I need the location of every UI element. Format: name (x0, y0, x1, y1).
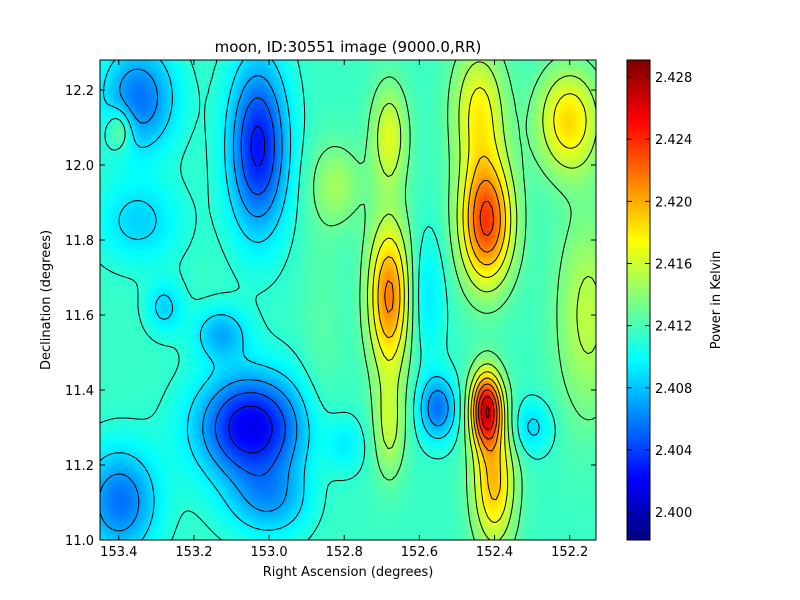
contour-level-13 (480, 395, 495, 431)
colorbar-tick-label: 2.416 (655, 257, 692, 272)
y-tick-label: 11.2 (65, 459, 94, 474)
colorbar-frame (626, 59, 651, 541)
contour-lines (100, 60, 596, 540)
colorbar-ticks: 2.400 2.404 2.408 2.412 2.416 2.420 2.424 2.428 (627, 71, 692, 521)
colorbar-tick-label: 2.408 (655, 382, 692, 397)
contour-level-14 (485, 406, 490, 419)
contour-level-9 (372, 87, 587, 523)
colorbar-tick-label: 2.412 (655, 320, 692, 335)
contour-level-6 (100, 60, 556, 540)
contour-level-7 (313, 60, 596, 540)
contour-level-11 (384, 180, 501, 452)
contour-level-4 (100, 68, 449, 532)
x-tick-label: 152.6 (401, 545, 438, 560)
y-axis-label: Declination (degrees) (39, 230, 54, 370)
chart-title: moon, ID:30551 image (9000.0,RR) (215, 38, 482, 56)
plot-frame (99, 59, 597, 541)
x-tick-label: 152.2 (551, 545, 588, 560)
y-tick-label: 11.0 (65, 534, 94, 549)
colorbar-tick-label: 2.420 (655, 195, 692, 210)
heatmap-image (100, 60, 596, 540)
x-axis-label: Right Ascension (degrees) (263, 565, 434, 580)
contour-level-5 (100, 60, 540, 540)
y-tick-label: 11.6 (65, 309, 94, 324)
colorbar: 2.400 2.404 2.408 2.412 2.416 2.420 2.424 2.428… (626, 59, 724, 541)
contour-level-10 (377, 155, 506, 501)
y-tick-label: 11.4 (65, 384, 94, 399)
colorbar-gradient (627, 60, 650, 540)
contour-level-12 (477, 200, 498, 440)
contour-level-3 (214, 97, 286, 477)
colorbar-tick-label: 2.428 (655, 71, 692, 86)
contour-level-8 (367, 61, 596, 540)
x-axis: 153.4 153.2 153.0 152.8 152.6 152.4 152.2 (100, 60, 588, 560)
colorbar-label: Power in Kelvin (709, 251, 724, 349)
y-tick-label: 11.8 (65, 234, 94, 249)
contour-level-2 (228, 126, 273, 454)
x-tick-label: 153.4 (100, 545, 137, 560)
x-tick-label: 152.4 (476, 545, 513, 560)
x-tick-label: 153.2 (175, 545, 212, 560)
plot-area (99, 59, 597, 541)
x-tick-label: 152.8 (326, 545, 363, 560)
y-tick-label: 12.0 (65, 159, 94, 174)
colorbar-tick-label: 2.424 (655, 133, 692, 148)
y-tick-label: 12.2 (65, 84, 94, 99)
colorbar-tick-label: 2.404 (655, 444, 692, 459)
x-tick-label: 153.0 (250, 545, 287, 560)
y-axis: 11.0 11.2 11.4 11.6 11.8 12.0 12.2 (65, 84, 596, 549)
colorbar-tick-label: 2.400 (655, 506, 692, 521)
